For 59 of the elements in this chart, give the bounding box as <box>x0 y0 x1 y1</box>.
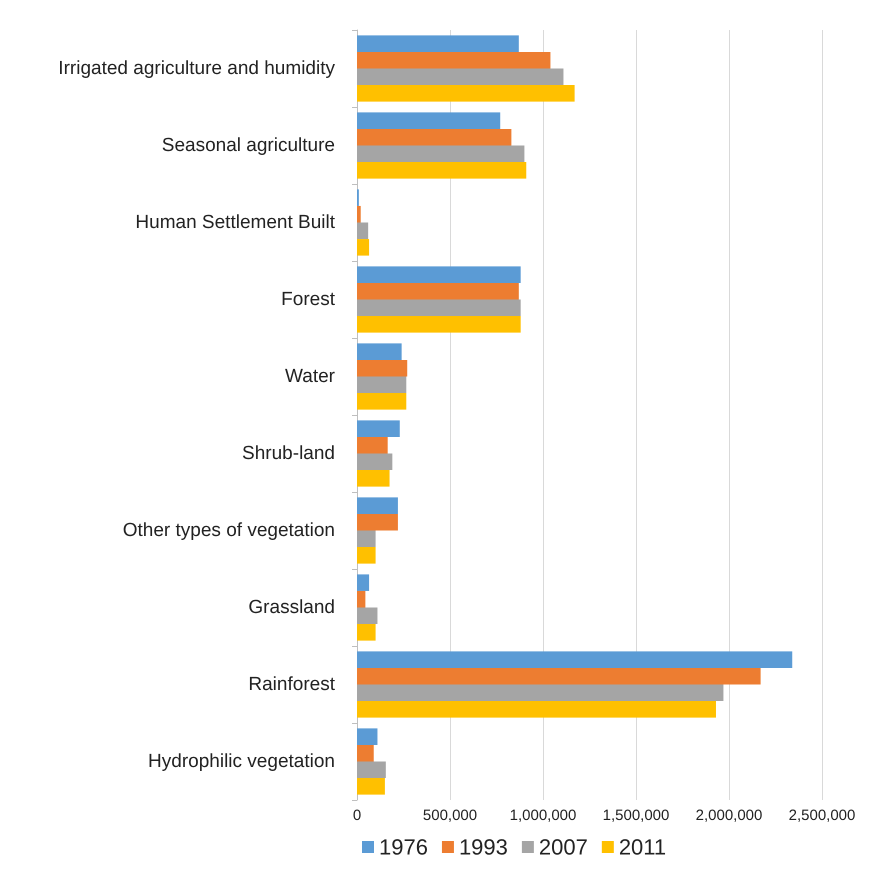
y-tick-label: Seasonal agriculture <box>162 135 335 156</box>
bar <box>357 343 402 360</box>
legend-label: 1993 <box>458 834 508 860</box>
bar <box>357 497 398 514</box>
bar <box>357 376 406 394</box>
bar <box>357 282 519 300</box>
bar <box>357 85 575 102</box>
legend-label: 2011 <box>618 834 666 860</box>
bar <box>357 420 400 437</box>
bar <box>357 624 376 641</box>
x-tick-label: 1,500,000 <box>602 807 670 824</box>
bar <box>357 470 390 487</box>
bar <box>357 162 526 179</box>
y-tick-label: Grassland <box>248 597 335 618</box>
bar <box>357 701 716 718</box>
bar <box>357 514 398 530</box>
bar <box>357 651 792 668</box>
y-tick-label: Human Settlement Built <box>135 212 336 233</box>
bar <box>357 574 370 591</box>
x-tick-label: 0 <box>352 807 362 824</box>
bar <box>357 684 724 702</box>
y-tick-label: Irrigated agriculture and humidity <box>58 58 336 79</box>
bar <box>357 547 376 564</box>
x-tick-label: 2,500,000 <box>788 807 856 824</box>
bar <box>357 590 366 608</box>
bar <box>357 128 512 146</box>
legend-label: 2007 <box>538 834 588 860</box>
bar <box>357 35 519 52</box>
bar <box>357 728 378 745</box>
y-tick-label: Other types of vegetation <box>122 520 335 541</box>
bar <box>357 222 368 240</box>
y-tick-label: Rainforest <box>248 674 336 695</box>
bar <box>357 744 374 762</box>
bar <box>357 762 386 778</box>
bar <box>357 436 388 454</box>
bar <box>357 206 361 222</box>
bar <box>357 266 521 283</box>
bar <box>357 239 370 256</box>
bar <box>357 360 408 376</box>
bar <box>357 530 376 548</box>
y-tick-label: Shrub-land <box>242 443 335 464</box>
x-tick-label: 500,000 <box>422 807 478 824</box>
bar <box>357 393 406 410</box>
bar <box>357 608 378 624</box>
bar <box>357 68 564 86</box>
legend-label: 1976 <box>379 834 428 860</box>
bar <box>357 454 392 470</box>
bar <box>357 300 521 316</box>
bar <box>357 146 524 162</box>
bar <box>357 52 550 68</box>
bar <box>357 778 385 795</box>
y-tick-label: Water <box>285 366 336 387</box>
x-tick-label: 2,000,000 <box>696 807 762 824</box>
y-tick-label: Hydrophilic vegetation <box>148 751 335 772</box>
y-tick-label: Forest <box>281 289 336 310</box>
x-tick-label: 1,000,000 <box>510 807 576 824</box>
bar <box>357 668 761 684</box>
bar <box>357 316 521 333</box>
bar <box>357 112 500 129</box>
